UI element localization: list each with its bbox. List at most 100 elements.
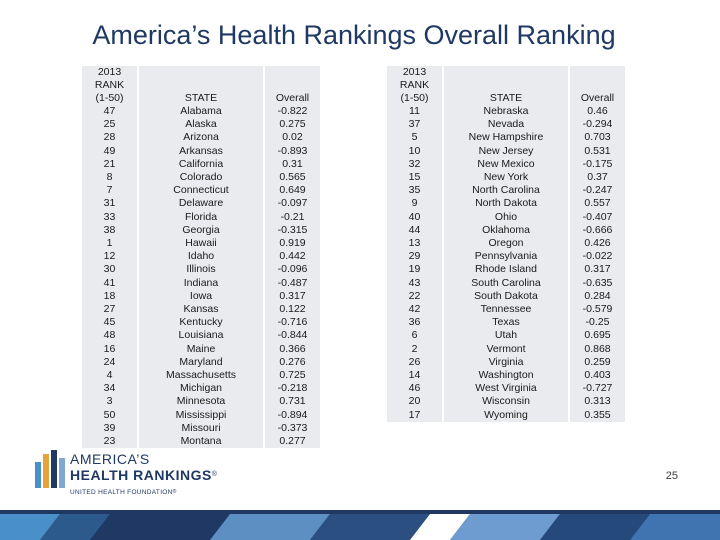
cell-state: Hawaii	[139, 237, 263, 251]
table-row: 2 Vermont 0.868	[387, 342, 625, 356]
cell-overall: 0.31	[265, 157, 320, 172]
cell-overall: -0.844	[265, 329, 320, 343]
cell-overall: 0.649	[265, 184, 320, 198]
cell-overall: 0.284	[570, 289, 625, 304]
cell-overall: 0.403	[570, 369, 625, 383]
cell-state: Louisiana	[139, 329, 263, 343]
cell-overall: 0.725	[265, 369, 320, 383]
cell-rank: 6	[387, 329, 442, 343]
ranking-table-right: 2013 RANK (1-50) STATE Overall 11 Nebrask…	[385, 66, 627, 422]
cell-rank: 21	[82, 157, 137, 172]
table-row: 30 Illinois -0.096	[82, 263, 320, 277]
cell-rank: 1	[82, 237, 137, 251]
cell-state: Kentucky	[139, 316, 263, 330]
cell-rank: 48	[82, 329, 137, 343]
table-row: 49 Arkansas -0.893	[82, 144, 320, 158]
cell-state: Maryland	[139, 355, 263, 370]
cell-state: Mississippi	[139, 408, 263, 422]
cell-overall: -0.894	[265, 408, 320, 422]
table-row: 38 Georgia -0.315	[82, 223, 320, 238]
cell-overall: -0.218	[265, 382, 320, 396]
cell-overall: 0.317	[265, 289, 320, 304]
table-row: 13 Oregon 0.426	[387, 237, 625, 251]
cell-rank: 5	[387, 131, 442, 145]
cell-rank: 34	[82, 382, 137, 396]
cell-state: Kansas	[139, 303, 263, 317]
cell-overall: 0.919	[265, 237, 320, 251]
page-number: 25	[665, 470, 678, 482]
table-row: 8 Colorado 0.565	[82, 171, 320, 185]
cell-overall: -0.097	[265, 197, 320, 211]
table-row: 3 Minnesota 0.731	[82, 395, 320, 409]
cell-rank: 12	[82, 250, 137, 264]
cell-overall: -0.315	[265, 223, 320, 238]
cell-overall: -0.822	[265, 105, 320, 119]
cell-state: Missouri	[139, 421, 263, 436]
cell-overall: -0.716	[265, 316, 320, 330]
cell-state: South Dakota	[444, 289, 568, 304]
cell-overall: 0.276	[265, 355, 320, 370]
table-header-row: 2013 RANK (1-50) STATE Overall	[82, 66, 320, 105]
cell-state: Montana	[139, 435, 263, 449]
cell-overall: 0.366	[265, 342, 320, 356]
cell-state: New York	[444, 171, 568, 185]
table-row: 18 Iowa 0.317	[82, 289, 320, 304]
cell-rank: 37	[387, 118, 442, 132]
cell-rank: 31	[82, 197, 137, 211]
header-rank: 2013 RANK (1-50)	[387, 66, 442, 105]
cell-rank: 46	[387, 382, 442, 396]
cell-rank: 29	[387, 250, 442, 264]
table-row: 9 North Dakota 0.557	[387, 197, 625, 211]
cell-rank: 4	[82, 369, 137, 383]
cell-state: Minnesota	[139, 395, 263, 409]
cell-rank: 35	[387, 184, 442, 198]
americas-health-rankings-logo: AMERICA’S HEALTH RANKINGS® UNITED HEALTH…	[34, 446, 234, 498]
cell-rank: 16	[82, 342, 137, 356]
cell-overall: -0.022	[570, 250, 625, 264]
cell-overall: 0.277	[265, 435, 320, 449]
cell-overall: 0.442	[265, 250, 320, 264]
cell-state: South Carolina	[444, 276, 568, 290]
table-row: 48 Louisiana -0.844	[82, 329, 320, 343]
table-row: 25 Alaska 0.275	[82, 118, 320, 132]
cell-overall: 0.695	[570, 329, 625, 343]
cell-rank: 24	[82, 355, 137, 370]
cell-rank: 39	[82, 421, 137, 436]
cell-rank: 41	[82, 276, 137, 290]
cell-rank: 28	[82, 131, 137, 145]
cell-state: Indiana	[139, 276, 263, 290]
table-row: 45 Kentucky -0.716	[82, 316, 320, 330]
table-row: 44 Oklahoma -0.666	[387, 223, 625, 238]
page-title: America’s Health Rankings Overall Rankin…	[92, 20, 616, 50]
cell-overall: 0.557	[570, 197, 625, 211]
table-row: 35 North Carolina -0.247	[387, 184, 625, 198]
cell-overall: 0.02	[265, 131, 320, 145]
cell-overall: -0.407	[570, 210, 625, 224]
ranking-table-left: 2013 RANK (1-50) STATE Overall 47 Alabama…	[80, 66, 322, 449]
cell-state: Michigan	[139, 382, 263, 396]
cell-state: Delaware	[139, 197, 263, 211]
cell-rank: 22	[387, 289, 442, 304]
cell-state: Idaho	[139, 250, 263, 264]
cell-state: Illinois	[139, 263, 263, 277]
cell-rank: 32	[387, 157, 442, 172]
cell-rank: 50	[82, 408, 137, 422]
table-row: 29 Pennsylvania -0.022	[387, 250, 625, 264]
cell-rank: 11	[387, 105, 442, 119]
table-row: 50 Mississippi -0.894	[82, 408, 320, 422]
cell-state: Nebraska	[444, 105, 568, 119]
cell-state: Virginia	[444, 355, 568, 370]
cell-overall: -0.727	[570, 382, 625, 396]
table-row: 23 Montana 0.277	[82, 435, 320, 449]
table-row: 24 Maryland 0.276	[82, 355, 320, 370]
cell-state: Colorado	[139, 171, 263, 185]
cell-rank: 7	[82, 184, 137, 198]
cell-state: Maine	[139, 342, 263, 356]
cell-state: Tennessee	[444, 303, 568, 317]
cell-rank: 20	[387, 395, 442, 409]
table-row: 7 Connecticut 0.649	[82, 184, 320, 198]
cell-overall: -0.247	[570, 184, 625, 198]
cell-overall: -0.893	[265, 144, 320, 158]
cell-rank: 42	[387, 303, 442, 317]
cell-rank: 26	[387, 355, 442, 370]
